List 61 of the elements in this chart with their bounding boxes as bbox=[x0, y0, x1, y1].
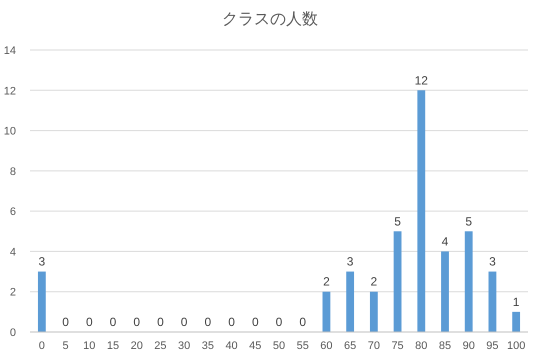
data-label: 0 bbox=[110, 315, 117, 329]
y-tick-label: 2 bbox=[10, 286, 16, 299]
bar bbox=[441, 251, 449, 332]
bar bbox=[394, 231, 402, 332]
data-label: 0 bbox=[276, 315, 283, 329]
data-label: 12 bbox=[414, 73, 428, 88]
bar bbox=[38, 272, 46, 332]
y-tick-label: 12 bbox=[4, 85, 16, 98]
data-label: 0 bbox=[299, 315, 306, 329]
bar bbox=[417, 90, 426, 332]
data-label: 0 bbox=[86, 315, 93, 329]
data-label: 4 bbox=[442, 234, 449, 248]
x-tick-label: 100 bbox=[506, 340, 526, 352]
x-tick-label: 15 bbox=[106, 340, 120, 352]
data-label: 3 bbox=[38, 254, 46, 269]
x-tick-label: 90 bbox=[462, 340, 475, 352]
x-tick-label: 5 bbox=[62, 340, 69, 352]
bar bbox=[488, 272, 496, 332]
data-label: 0 bbox=[180, 315, 188, 329]
data-label: 5 bbox=[394, 214, 402, 228]
bar bbox=[346, 272, 354, 332]
y-tick-label: 4 bbox=[10, 246, 16, 258]
x-tick-label: 70 bbox=[368, 340, 380, 352]
data-label: 0 bbox=[62, 315, 70, 329]
data-label: 5 bbox=[465, 214, 472, 228]
x-tick-label: 35 bbox=[202, 340, 214, 352]
x-tick-label: 20 bbox=[130, 340, 143, 352]
y-tick-label: 0 bbox=[10, 327, 16, 339]
bar bbox=[464, 231, 473, 332]
y-tick-label: 6 bbox=[10, 206, 16, 218]
data-label: 2 bbox=[370, 274, 378, 289]
x-tick-label: 65 bbox=[344, 340, 356, 352]
bar bbox=[322, 292, 330, 332]
x-tick-label: 95 bbox=[486, 340, 499, 352]
y-tick-label: 10 bbox=[4, 126, 16, 138]
data-label: 3 bbox=[489, 254, 496, 269]
x-tick-label: 40 bbox=[225, 340, 238, 352]
data-label: 0 bbox=[252, 315, 259, 329]
data-label: 0 bbox=[204, 315, 212, 329]
chart-title: クラスの人数 bbox=[222, 11, 318, 28]
x-tick-label: 75 bbox=[391, 340, 404, 352]
x-tick-label: 80 bbox=[415, 340, 428, 352]
x-tick-label: 10 bbox=[83, 340, 96, 352]
x-tick-label: 50 bbox=[272, 340, 286, 352]
data-label: 0 bbox=[228, 315, 236, 329]
data-label: 2 bbox=[323, 274, 330, 289]
data-label: 0 bbox=[133, 315, 140, 329]
x-tick-label: 0 bbox=[38, 340, 45, 352]
x-tick-label: 85 bbox=[438, 340, 452, 352]
y-tick-label: 8 bbox=[10, 166, 16, 178]
x-tick-label: 45 bbox=[249, 340, 262, 352]
data-label: 1 bbox=[512, 294, 520, 309]
bar bbox=[370, 292, 378, 332]
x-tick-label: 25 bbox=[154, 340, 167, 352]
x-tick-label: 30 bbox=[178, 340, 190, 352]
data-label: 3 bbox=[346, 254, 354, 269]
y-tick-label: 14 bbox=[4, 45, 16, 57]
bar bbox=[512, 312, 520, 332]
x-tick-label: 55 bbox=[296, 340, 309, 352]
x-tick-label: 60 bbox=[320, 340, 333, 352]
data-label: 0 bbox=[157, 315, 164, 329]
